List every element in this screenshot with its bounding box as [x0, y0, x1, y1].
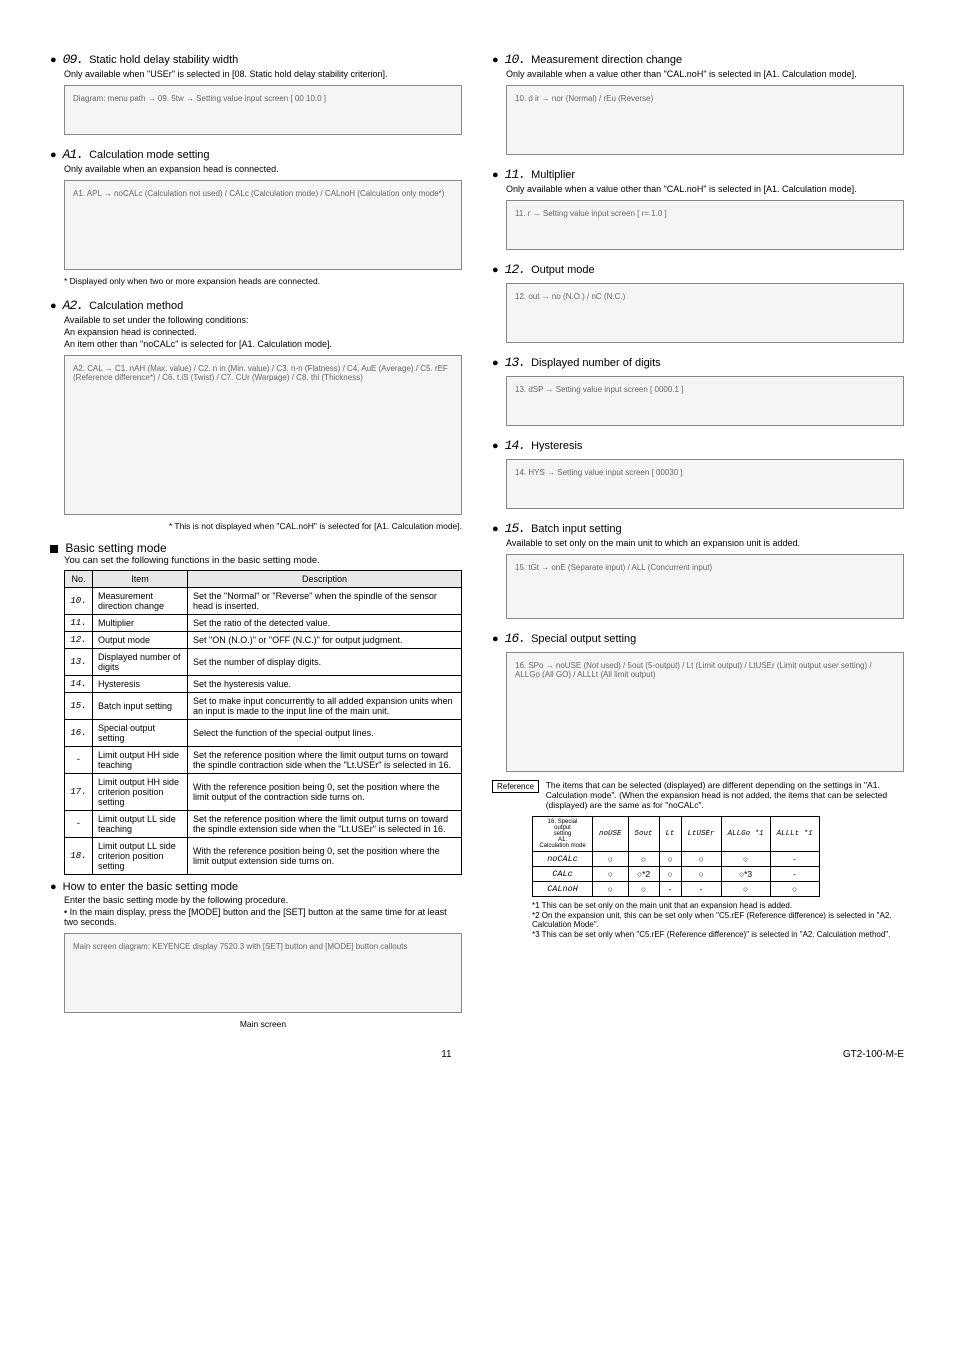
sec13-num: 13.	[505, 355, 525, 370]
sec14-title: Hysteresis	[531, 440, 582, 452]
table-row: 10.Measurement direction changeSet the "…	[65, 588, 462, 615]
bullet: ●	[492, 54, 499, 66]
bullet: ●	[50, 54, 57, 66]
th-desc: Description	[188, 571, 462, 588]
table-row: 13.Displayed number of digitsSet the num…	[65, 649, 462, 676]
sec12-title: Output mode	[531, 264, 595, 276]
table-row: 12.Output modeSet "ON (N.O.)" or "OFF (N…	[65, 632, 462, 649]
table-row: 17.Limit output HH side criterion positi…	[65, 774, 462, 811]
sec15-diagram: 15. tGt → onE (Separate input) / ALL (Co…	[506, 554, 904, 619]
sec10-sub: Only available when a value other than "…	[506, 69, 904, 79]
main-screen-caption: Main screen	[64, 1019, 462, 1029]
basic-mode-title: Basic setting mode	[65, 541, 166, 555]
sec09-diagram: Diagram: menu path → 09. 5tw → Setting v…	[64, 85, 462, 135]
th-no: No.	[65, 571, 93, 588]
main-screen-diagram: Main screen diagram: KEYENCE display 752…	[64, 933, 462, 1013]
bullet: ●	[492, 523, 499, 535]
bullet: ●	[492, 169, 499, 181]
table-row: 11.MultiplierSet the ratio of the detect…	[65, 615, 462, 632]
th-item: Item	[93, 571, 188, 588]
doc-id: GT2-100-M-E	[843, 1049, 904, 1060]
sec11-sub: Only available when a value other than "…	[506, 184, 904, 194]
sec11-num: 11.	[505, 167, 525, 182]
secA1-note: * Displayed only when two or more expans…	[64, 276, 462, 286]
sec13-diagram: 13. dSP → Setting value input screen [ 0…	[506, 376, 904, 426]
secA1-sub: Only available when an expansion head is…	[64, 164, 462, 174]
basic-settings-table: No. Item Description 10.Measurement dire…	[64, 570, 462, 875]
how-text2: • In the main display, press the [MODE] …	[64, 907, 462, 927]
secA2-num: A2.	[63, 298, 83, 313]
basic-mode-sub: You can set the following functions in t…	[64, 555, 462, 566]
reference-footnotes: *1 This can be set only on the main unit…	[532, 901, 904, 939]
secA2-diagram: A2. CAL → C1. nAH (Max. value) / C2. n i…	[64, 355, 462, 515]
reference-table: 16. Special outputsettingA1.Calculation …	[532, 816, 820, 897]
sec16-num: 16.	[505, 631, 525, 646]
secA2-sub1: Available to set under the following con…	[64, 315, 462, 325]
secA1-num: A1.	[63, 147, 83, 162]
sec14-num: 14.	[505, 438, 525, 453]
sec15-title: Batch input setting	[531, 523, 622, 535]
sec10-title: Measurement direction change	[531, 54, 682, 66]
secA2-sub3: An item other than "noCALc" is selected …	[64, 339, 462, 349]
table-row: 15.Batch input settingSet to make input …	[65, 693, 462, 720]
sec10-num: 10.	[505, 52, 525, 67]
bullet: ●	[492, 440, 499, 452]
sec09-num: 09.	[63, 52, 83, 67]
sec15-num: 15.	[505, 521, 525, 536]
sec09-sub: Only available when "USEr" is selected i…	[64, 69, 462, 79]
sec16-title: Special output setting	[531, 633, 636, 645]
sec09-title: Static hold delay stability width	[89, 54, 238, 66]
how-enter-title: How to enter the basic setting mode	[63, 881, 238, 893]
table-row: -Limit output HH side teachingSet the re…	[65, 747, 462, 774]
bullet: ●	[492, 633, 499, 645]
sec14-diagram: 14. HYS → Setting value input screen [ 0…	[506, 459, 904, 509]
table-row: CALc○○*2○○○*3-	[533, 867, 820, 882]
how-text1: Enter the basic setting mode by the foll…	[64, 895, 462, 905]
table-row: -Limit output LL side teachingSet the re…	[65, 811, 462, 838]
secA1-title: Calculation mode setting	[89, 149, 209, 161]
sec16-diagram: 16. SPo → noUSE (Not used) / 5out (5-out…	[506, 652, 904, 772]
bullet: ●	[492, 357, 499, 369]
sec11-title: Multiplier	[531, 169, 575, 181]
table-row: 14.HysteresisSet the hysteresis value.	[65, 676, 462, 693]
page-number: 11	[441, 1049, 451, 1060]
bullet: ●	[50, 149, 57, 161]
sec13-title: Displayed number of digits	[531, 357, 661, 369]
table-row: CALnoH○○--○○	[533, 882, 820, 897]
secA2-sub2: An expansion head is connected.	[64, 327, 462, 337]
bullet: ●	[50, 300, 57, 312]
table-row: 18.Limit output LL side criterion positi…	[65, 838, 462, 875]
reference-label: Reference	[492, 780, 539, 793]
table-row: noCALc○○○○○-	[533, 852, 820, 867]
sec11-diagram: 11. r → Setting value input screen [ r= …	[506, 200, 904, 250]
secA2-note: * This is not displayed when "CAL.noH" i…	[64, 521, 462, 531]
sec10-diagram: 10. d ir → nor (Normal) / rEu (Reverse)	[506, 85, 904, 155]
sec12-diagram: 12. out → no (N.O.) / nC (N.C.)	[506, 283, 904, 343]
secA1-diagram: A1. APL → noCALc (Calculation not used) …	[64, 180, 462, 270]
reference-text: The items that can be selected (displaye…	[546, 780, 898, 810]
square-bullet	[50, 545, 58, 553]
sec12-num: 12.	[505, 262, 525, 277]
table-row: 16.Special output settingSelect the func…	[65, 720, 462, 747]
bullet: ●	[492, 264, 499, 276]
secA2-title: Calculation method	[89, 300, 183, 312]
sec15-sub: Available to set only on the main unit t…	[506, 538, 904, 548]
bullet: ●	[50, 881, 57, 893]
